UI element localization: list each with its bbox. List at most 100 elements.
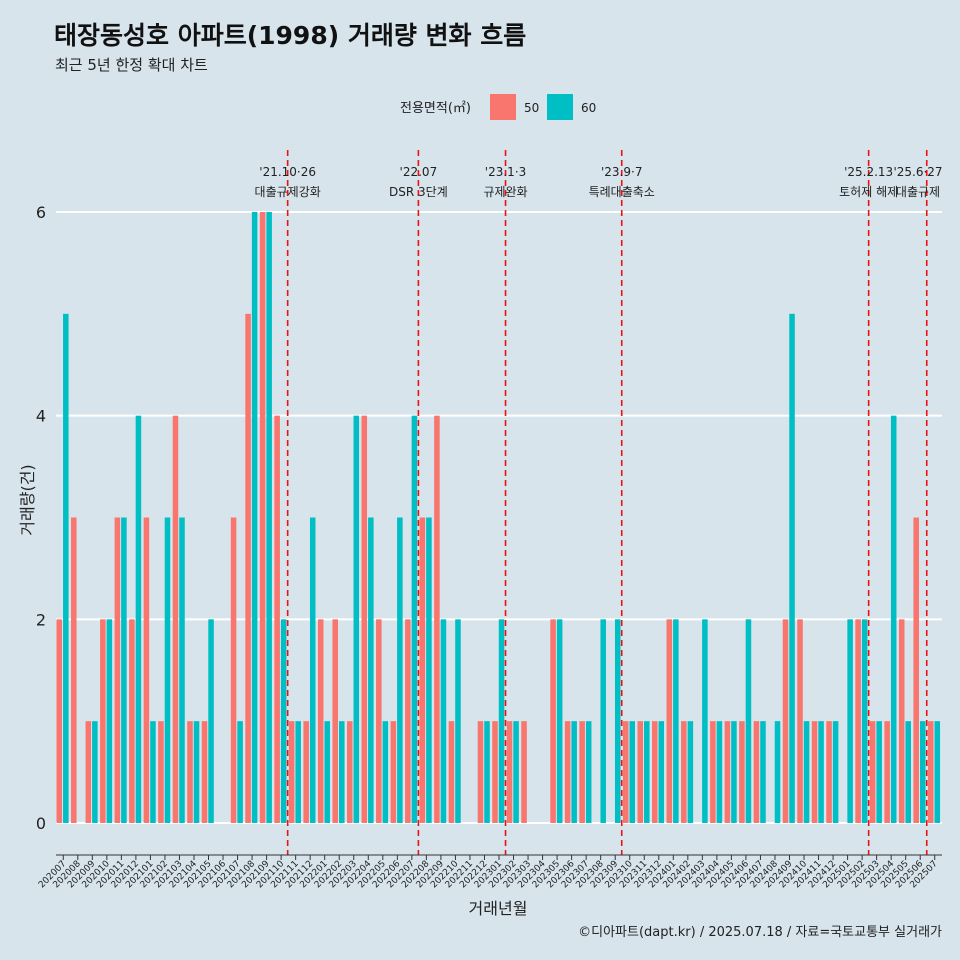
chart-caption: ©디아파트(dapt.kr) / 2025.07.18 / 자료=국토교통부 실… — [578, 925, 942, 940]
bar-50 — [332, 619, 339, 823]
bar-50 — [230, 517, 237, 823]
bar-60 — [382, 721, 389, 823]
y-tick-label: 6 — [36, 203, 46, 222]
legend-swatch-50 — [490, 94, 516, 120]
bar-60 — [368, 517, 374, 823]
bar-60 — [832, 721, 839, 823]
y-tick-labels: 0 2 4 6 — [36, 203, 46, 833]
bar-60 — [193, 721, 200, 823]
bar-60 — [934, 721, 941, 823]
x-axis: 2020072020082020092020102020112020122021… — [37, 854, 942, 890]
event-date: '23.1·3 — [485, 165, 526, 179]
bar-50 — [361, 415, 368, 823]
bar-50 — [724, 721, 731, 823]
event-date: '25.2.13 — [844, 165, 893, 179]
bar-60 — [397, 517, 403, 823]
bar-60 — [440, 619, 447, 823]
bar-50 — [434, 415, 440, 823]
bar-60 — [484, 721, 490, 823]
bar-50 — [317, 619, 324, 823]
bar-50 — [652, 721, 658, 823]
bar-60 — [92, 721, 98, 823]
bar-60 — [890, 415, 897, 823]
bar-50 — [172, 415, 179, 823]
bar-50 — [201, 721, 208, 823]
bar-60 — [673, 619, 679, 823]
bar-50 — [158, 721, 164, 823]
bar-50 — [710, 721, 716, 823]
bar-60 — [208, 619, 214, 823]
bar-60 — [861, 619, 868, 823]
chart-subtitle: 최근 5년 한정 확대 차트 — [55, 56, 208, 74]
bar-60 — [295, 721, 301, 823]
bar-60 — [760, 721, 766, 823]
bar-50 — [71, 517, 77, 823]
bar-60 — [339, 721, 345, 823]
bar-60 — [179, 517, 185, 823]
event-markers: '21.10·26 대출규제강화 '22.07 DSR 3단계 '23.1·3 규제완화 '… — [255, 150, 943, 855]
bar-60 — [106, 619, 113, 823]
legend-label-50: 50 — [524, 101, 539, 115]
bar-50 — [681, 721, 687, 823]
bar-60 — [309, 517, 316, 823]
bar-60 — [135, 415, 142, 823]
event-label: 특례대출축소 — [589, 185, 655, 199]
bar-50 — [506, 721, 513, 823]
bar-50 — [782, 619, 789, 823]
bar-50 — [376, 619, 382, 823]
bar-60 — [237, 721, 243, 823]
bar-50 — [245, 313, 251, 823]
bar-60 — [164, 517, 171, 823]
bar-60 — [585, 721, 592, 823]
bar-60 — [150, 721, 156, 823]
y-tick-label: 0 — [36, 814, 46, 833]
bars — [56, 212, 941, 823]
bar-60 — [789, 313, 795, 823]
bar-50 — [448, 721, 455, 823]
bar-50 — [622, 721, 629, 823]
bar-60 — [498, 619, 505, 823]
bar-60 — [818, 721, 824, 823]
event-label: DSR 3단계 — [389, 185, 448, 199]
bar-60 — [280, 619, 287, 823]
bar-50 — [739, 721, 745, 823]
bar-60 — [455, 619, 461, 823]
bar-50 — [187, 721, 193, 823]
bar-60 — [513, 721, 519, 823]
chart-title: 태장동성호 아파트(1998) 거래량 변화 흐름 — [54, 21, 526, 50]
bar-50 — [869, 721, 876, 823]
bar-60 — [687, 721, 694, 823]
bar-50 — [666, 619, 673, 823]
bar-60 — [803, 721, 810, 823]
bar-50 — [637, 721, 644, 823]
bar-50 — [405, 619, 411, 823]
bar-50 — [927, 721, 934, 823]
x-axis-label: 거래년월 — [469, 899, 528, 918]
bar-60 — [745, 619, 752, 823]
bar-50 — [346, 721, 353, 823]
bar-60 — [556, 619, 563, 823]
bar-50 — [143, 517, 150, 823]
bar-60 — [571, 721, 577, 823]
legend-title: 전용면적(㎡) — [400, 101, 471, 116]
bar-50 — [811, 721, 818, 823]
bar-50 — [855, 619, 861, 823]
bar-50 — [884, 721, 890, 823]
bar-50 — [753, 721, 760, 823]
bar-50 — [564, 721, 571, 823]
bar-50 — [477, 721, 484, 823]
bar-60 — [251, 212, 258, 823]
bar-50 — [85, 721, 92, 823]
event-label: 토허제 해제 — [839, 185, 898, 199]
bar-60 — [658, 721, 665, 823]
event-date: '23.9·7 — [601, 165, 642, 179]
event-date: '25.6·27 — [893, 165, 942, 179]
bar-50 — [390, 721, 397, 823]
bar-50 — [56, 619, 63, 823]
bar-60 — [774, 721, 781, 823]
event-date: '21.10·26 — [259, 165, 316, 179]
bar-60 — [426, 517, 432, 823]
bar-50 — [288, 721, 295, 823]
bar-50 — [797, 619, 803, 823]
